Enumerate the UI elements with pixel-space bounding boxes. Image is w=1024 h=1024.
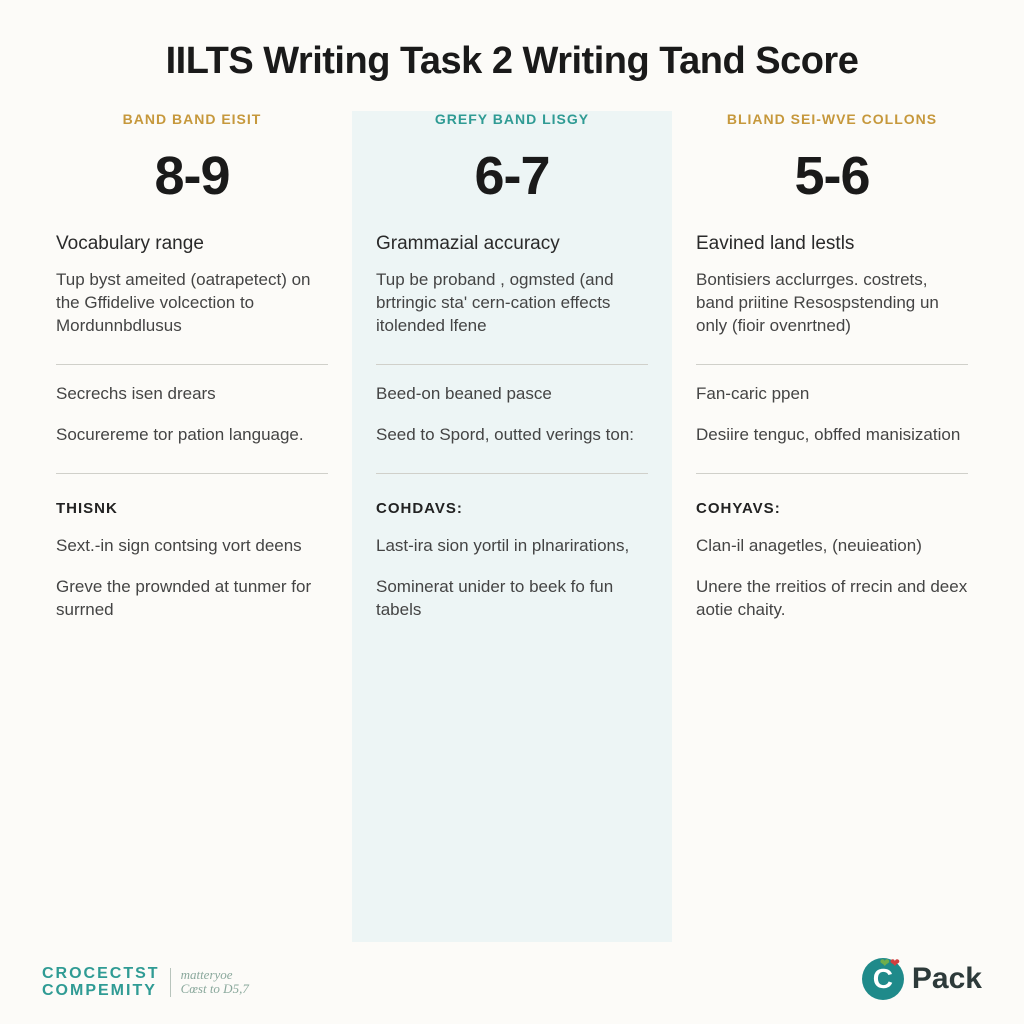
- score-56: 5-6: [696, 145, 968, 207]
- col-header-1: BAND BAND EISIT: [56, 111, 328, 127]
- footer-left-line2: COMPEMITY: [42, 982, 160, 1000]
- footer-left-line1: CROCECTST: [42, 965, 160, 983]
- row2b-2: Seed to Spord, outted verings ton:: [376, 424, 648, 447]
- columns-container: BAND BAND EISIT 8-9 Vocabulary range Tup…: [32, 111, 992, 942]
- footer-left-sub2: Cœst to D5,7: [181, 982, 249, 996]
- column-band-89: BAND BAND EISIT 8-9 Vocabulary range Tup…: [32, 111, 352, 942]
- divider: [696, 473, 968, 474]
- score-67: 6-7: [376, 145, 648, 207]
- row2a-3: Fan-caric ppen: [696, 383, 968, 406]
- leaf-icon: ❤❤: [880, 956, 900, 970]
- footer: CROCECTST COMPEMITY matteryoe Cœst to D5…: [32, 942, 992, 1000]
- divider: [56, 364, 328, 365]
- row3b-2: Sominerat unider to beek fo fun tabels: [376, 576, 648, 622]
- subhead-3: COHYAVS:: [696, 500, 968, 517]
- divider: [376, 364, 648, 365]
- sec1-body-3: Bontisiers acclurrges. costrets, band pr…: [696, 269, 968, 338]
- divider: [696, 364, 968, 365]
- footer-left-main: CROCECTST COMPEMITY: [42, 965, 160, 1000]
- divider: [376, 473, 648, 474]
- row2b-1: Socurereme tor pation language.: [56, 424, 328, 447]
- subhead-1: THISNK: [56, 500, 328, 517]
- row3a-1: Sext.-in sign contsing vort deens: [56, 535, 328, 558]
- brand-logo-icon: ❤❤ C: [862, 958, 904, 1000]
- row3a-3: Clan-il anagetles, (neuieation): [696, 535, 968, 558]
- sec1-body-2: Tup be proband , ogmsted (and brtringic …: [376, 269, 648, 338]
- divider: [56, 473, 328, 474]
- sec1-title-2: Grammazial accuracy: [376, 233, 648, 255]
- row2b-3: Desiire tenguc, obffed manisization: [696, 424, 968, 447]
- row2a-2: Beed-on beaned pasce: [376, 383, 648, 406]
- row3b-3: Unere the rreitios of rrecin and deex ao…: [696, 576, 968, 622]
- subhead-2: COHDAVS:: [376, 500, 648, 517]
- score-89: 8-9: [56, 145, 328, 207]
- footer-left: CROCECTST COMPEMITY matteryoe Cœst to D5…: [42, 965, 249, 1000]
- column-band-67: GREFY BAND LISGY 6-7 Grammazial accuracy…: [352, 111, 672, 942]
- col-header-2: GREFY BAND LISGY: [376, 111, 648, 127]
- row2a-1: Secrechs isen drears: [56, 383, 328, 406]
- col-header-3: BLIAND SEI-WVE COLLONS: [696, 111, 968, 127]
- page-title: IILTS Writing Task 2 Writing Tand Score: [32, 40, 992, 83]
- footer-left-sub: matteryoe Cœst to D5,7: [170, 968, 249, 997]
- brand-name: Pack: [912, 962, 982, 996]
- column-band-56: BLIAND SEI-WVE COLLONS 5-6 Eavined land …: [672, 111, 992, 942]
- sec1-title-1: Vocabulary range: [56, 233, 328, 255]
- row3a-2: Last-ira sion yortil in plnarirations,: [376, 535, 648, 558]
- footer-left-sub1: matteryoe: [181, 968, 249, 982]
- sec1-body-1: Tup byst ameited (oatrapetect) on the Gf…: [56, 269, 328, 338]
- sec1-title-3: Eavined land lestls: [696, 233, 968, 255]
- footer-right: ❤❤ C Pack: [862, 958, 982, 1000]
- row3b-1: Greve the prownded at tunmer for surrned: [56, 576, 328, 622]
